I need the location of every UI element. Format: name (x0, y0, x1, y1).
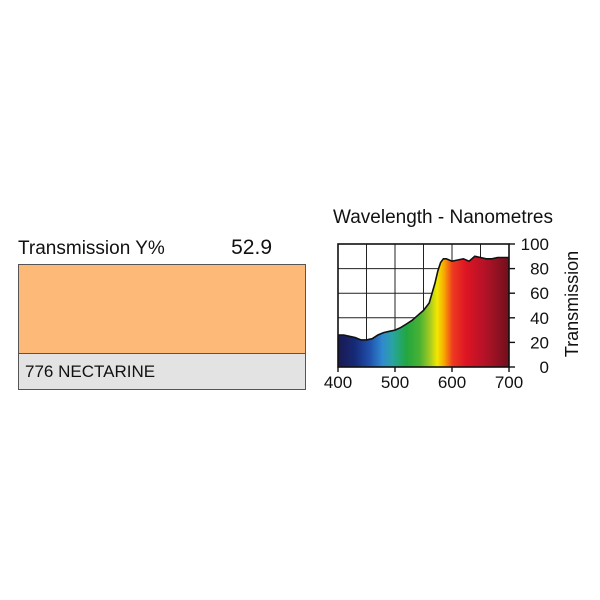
plot-frame (337, 243, 510, 368)
y-tick-label: 60 (530, 284, 549, 303)
transmission-chart: Wavelength - Nanometres 400 500 600 700 0 20… (324, 207, 582, 392)
transmission-value: 52.9 (231, 236, 272, 259)
y-tick-label: 80 (530, 260, 549, 279)
y-tick-label: 40 (530, 309, 549, 328)
x-tick-label: 600 (438, 373, 466, 392)
y-tick-label: 20 (530, 333, 549, 352)
x-tick-label: 500 (381, 373, 409, 392)
filter-swatch-panel: Transmission Y% 52.9 776 NECTARINE (18, 236, 306, 390)
transmission-curve (338, 255, 509, 341)
transmission-label: Transmission Y% (18, 238, 165, 259)
y-axis-label: Transmission (562, 251, 582, 357)
transmission-area (338, 256, 509, 367)
filter-name: 776 NECTARINE (18, 354, 306, 390)
y-tick-label: 100 (521, 235, 549, 254)
y-tick-label: 0 (540, 358, 549, 377)
transmission-row: Transmission Y% 52.9 (18, 236, 306, 264)
x-tick-label: 400 (324, 373, 352, 392)
color-swatch (18, 264, 306, 354)
chart-title: Wavelength - Nanometres (333, 207, 553, 228)
x-tick-label: 700 (495, 373, 523, 392)
